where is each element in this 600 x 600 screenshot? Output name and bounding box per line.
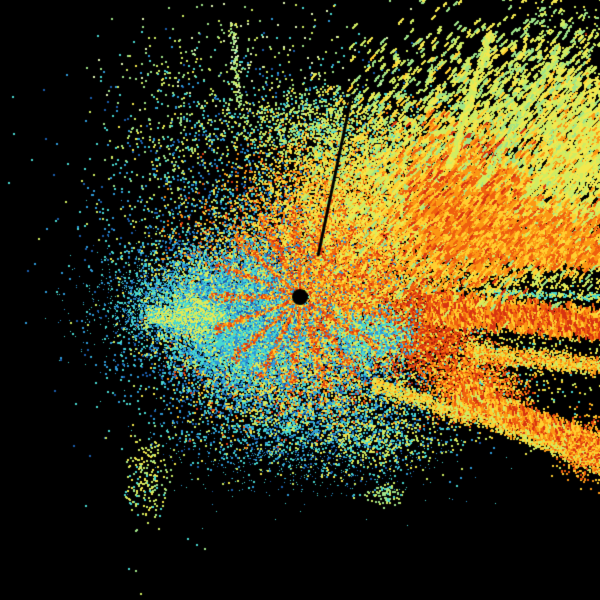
heatmap-canvas bbox=[0, 0, 600, 600]
gps-density-heatmap-figure bbox=[0, 0, 600, 600]
